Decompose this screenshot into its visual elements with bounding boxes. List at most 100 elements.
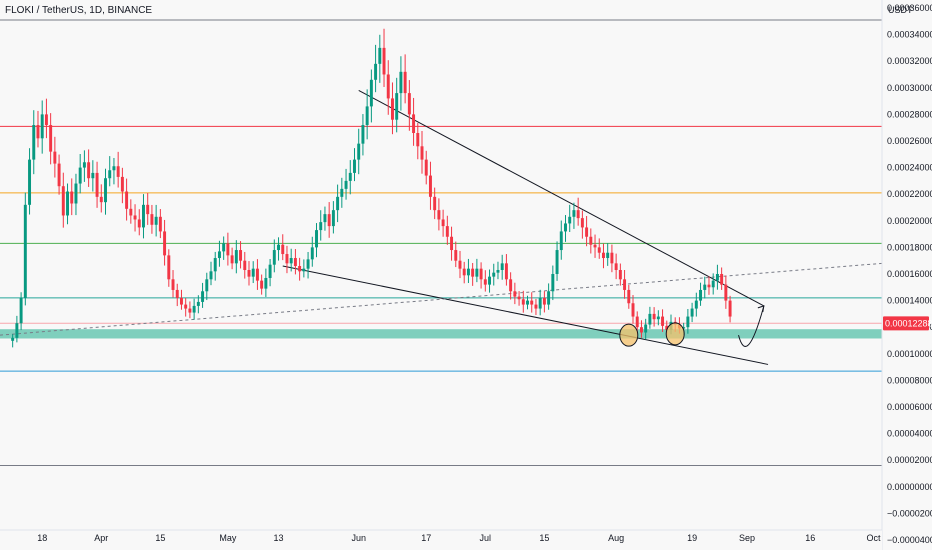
candle-body <box>78 167 82 184</box>
candle-body <box>344 180 348 189</box>
candle-body <box>163 231 167 256</box>
price-axis[interactable]: 0.00036000 0.00034000 0.00032000 0.00030000… <box>887 3 932 545</box>
candle-body <box>289 258 293 264</box>
candle-body <box>412 114 416 134</box>
current-price-label: 0.00012288 <box>885 318 932 328</box>
y-tick-label: 0.00024000 <box>887 163 932 173</box>
candle-body <box>466 268 470 276</box>
y-tick-label: 0.00030000 <box>887 83 932 93</box>
candle-body <box>652 313 656 320</box>
candle-body <box>441 219 445 227</box>
candle-body <box>639 327 643 333</box>
time-axis[interactable]: 18 Apr 15 May 13 Jun 17 Jul 15 Aug 19 Sep 16 Oct <box>37 533 881 543</box>
candle-body <box>610 252 614 264</box>
candle-body <box>564 223 567 232</box>
candle-body <box>82 162 86 168</box>
candle-body <box>285 254 289 264</box>
candle-body <box>715 273 719 281</box>
candle-body <box>196 301 200 306</box>
candle-body <box>11 337 15 341</box>
candle-body <box>192 305 196 313</box>
candles <box>11 28 732 348</box>
projection-arrow <box>738 305 765 347</box>
candle-body <box>424 159 428 176</box>
candle-body <box>171 279 175 290</box>
candle-body <box>251 268 255 277</box>
candle-body <box>327 214 331 227</box>
candle-body <box>179 297 183 305</box>
current-price-tag: 0.00012288 <box>883 316 932 331</box>
candle-body <box>694 300 698 309</box>
candle-body <box>40 114 44 139</box>
x-tick-label: Apr <box>94 533 108 543</box>
candle-body <box>146 204 150 215</box>
candle-body <box>260 280 264 289</box>
candle-body <box>32 125 36 160</box>
candle-body <box>631 303 635 317</box>
candle-body <box>357 143 361 160</box>
candle-body <box>277 244 281 251</box>
candle-body <box>530 300 534 305</box>
candle-body <box>66 191 69 216</box>
candle-body <box>580 218 584 228</box>
candle-body <box>315 230 318 248</box>
candle-body <box>513 291 517 297</box>
candle-body <box>627 289 631 304</box>
candle-body <box>606 252 610 259</box>
candle-body <box>44 114 48 126</box>
candle-body <box>479 268 483 280</box>
candle-body <box>428 175 432 197</box>
candle-body <box>23 204 27 298</box>
candle-body <box>108 170 112 179</box>
candle-body <box>547 291 551 305</box>
candle-body <box>91 172 95 179</box>
y-tick-label: 0.00018000 <box>887 242 932 252</box>
projection-arrowhead <box>757 305 765 312</box>
candle-body <box>517 296 521 300</box>
candle-body <box>593 244 597 248</box>
candle-body <box>239 250 243 261</box>
candle-body <box>87 162 91 179</box>
candle-body <box>395 93 399 120</box>
x-tick-label: Oct <box>867 533 882 543</box>
candle-body <box>137 219 141 228</box>
candle-body <box>353 159 356 173</box>
candle-body <box>711 280 715 288</box>
candle-body <box>568 216 572 224</box>
trendline-lower-support <box>282 265 769 365</box>
y-tick-label: 0.00014000 <box>887 296 932 306</box>
candle-body <box>154 216 158 225</box>
candle-body <box>230 255 234 264</box>
candle-body <box>167 255 171 280</box>
candle-body <box>104 178 107 203</box>
candle-body <box>142 204 145 228</box>
candle-body <box>125 191 129 209</box>
candle-body <box>614 263 618 270</box>
chart-title: FLOKI / TetherUS, 1D, BINANCE <box>5 5 153 16</box>
candle-body <box>707 284 711 288</box>
candle-body <box>213 258 217 272</box>
candle-body <box>682 327 686 329</box>
candle-body <box>158 216 162 232</box>
candle-body <box>99 196 103 203</box>
candle-body <box>116 166 120 177</box>
x-tick-label: 16 <box>805 533 815 543</box>
candle-body <box>576 210 580 219</box>
candle-body <box>340 188 344 197</box>
y-tick-label: 0.00032000 <box>887 56 932 66</box>
x-tick-label: 17 <box>421 533 431 543</box>
candle-body <box>348 172 352 181</box>
y-tick-label: 0.00004000 <box>887 429 932 439</box>
candle-body <box>323 214 327 223</box>
x-tick-label: 18 <box>37 533 47 543</box>
candle-body <box>433 196 437 211</box>
candle-body <box>226 243 230 256</box>
candle-body <box>201 291 205 302</box>
candle-body <box>635 316 639 328</box>
x-tick-label: Jul <box>480 533 492 543</box>
highlight-circle-0 <box>619 323 639 347</box>
candle-body <box>703 284 707 290</box>
candle-body <box>504 263 508 280</box>
candle-body <box>648 313 652 325</box>
